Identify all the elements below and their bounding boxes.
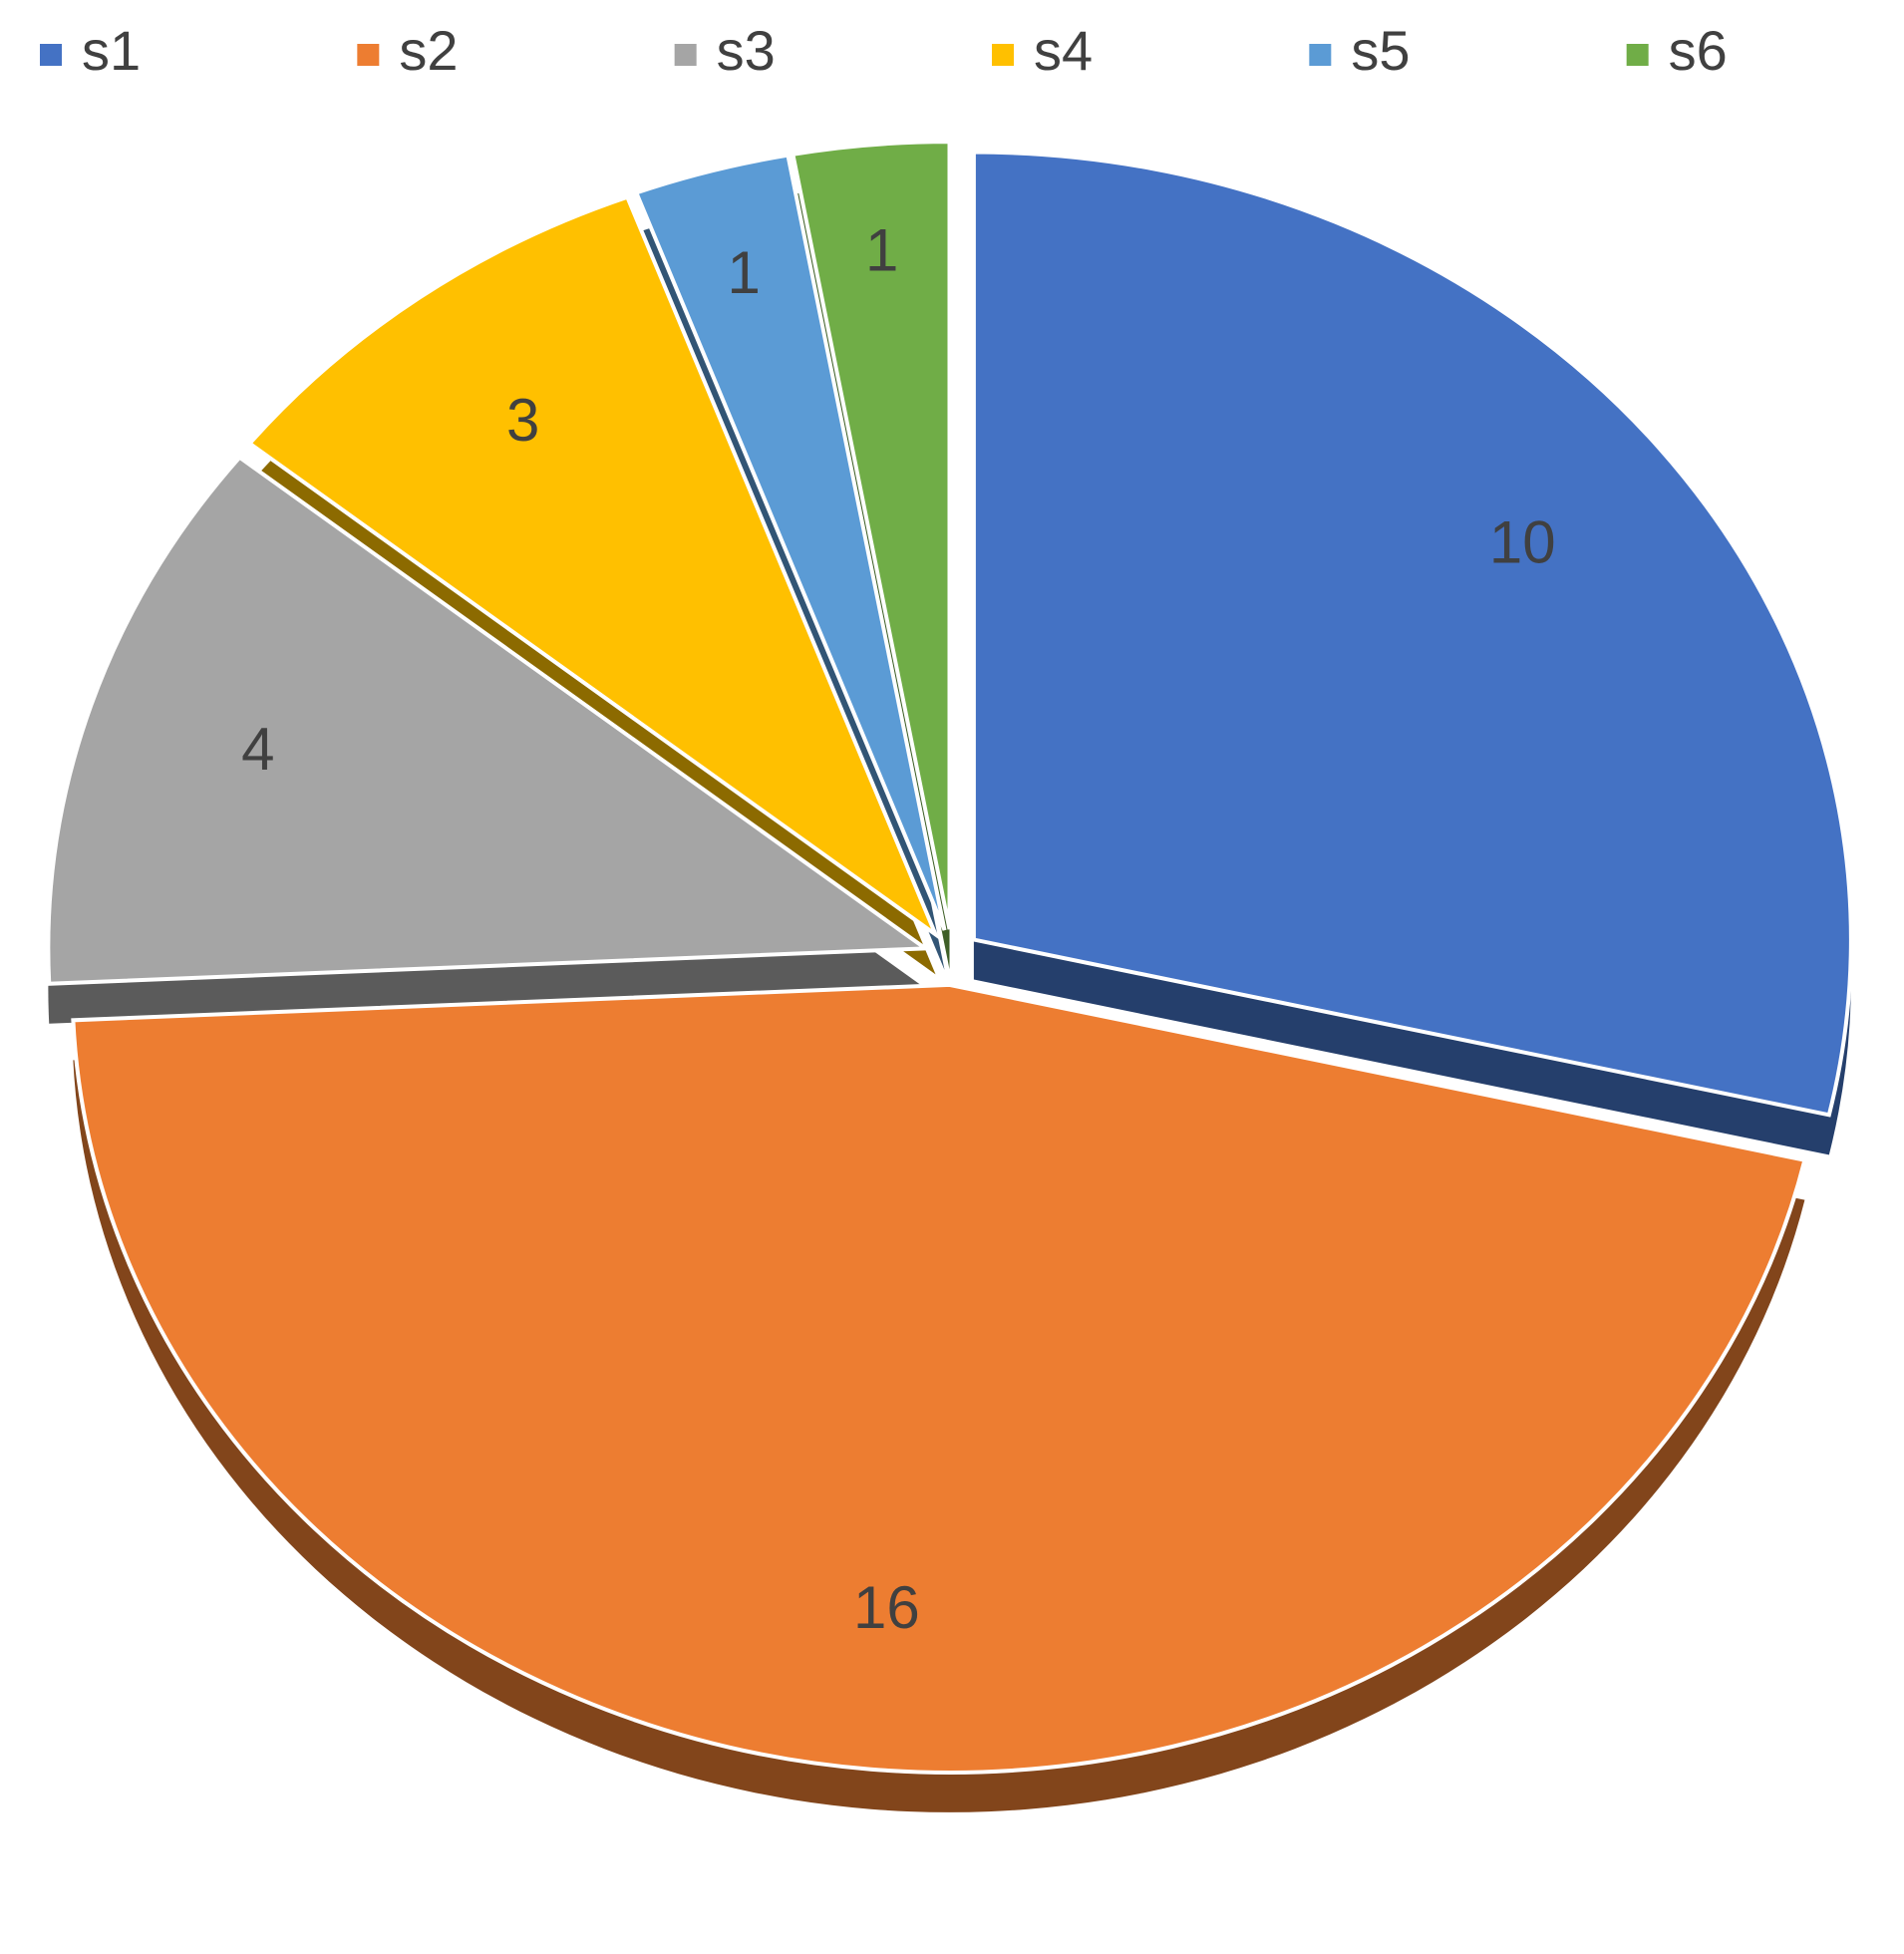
legend-swatch <box>674 44 697 66</box>
data-label: 3 <box>506 387 539 454</box>
legend-swatch <box>992 44 1014 66</box>
slice <box>46 455 932 986</box>
legend-label: s6 <box>1669 19 1728 82</box>
slice <box>790 140 952 930</box>
legend-swatch <box>40 44 62 66</box>
data-label: 1 <box>865 216 898 283</box>
legend-swatch <box>1626 44 1649 66</box>
legend-swatch <box>357 44 380 66</box>
legend-label: s2 <box>399 19 458 82</box>
slice <box>633 153 947 931</box>
legend-label: s4 <box>1034 19 1093 82</box>
data-label: 16 <box>853 1574 920 1641</box>
data-label: 10 <box>1489 508 1556 575</box>
slice <box>246 194 941 941</box>
slice <box>71 982 1807 1775</box>
data-label: 4 <box>241 716 274 783</box>
legend-swatch <box>1309 44 1332 66</box>
legend-label: s1 <box>82 19 141 82</box>
slice <box>971 150 1853 1118</box>
legend-label: s3 <box>717 19 776 82</box>
data-label: 1 <box>728 239 761 306</box>
legend-label: s5 <box>1351 19 1410 82</box>
